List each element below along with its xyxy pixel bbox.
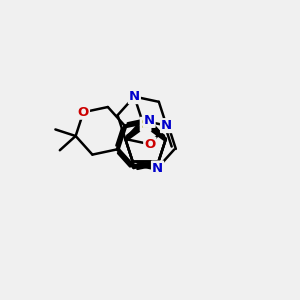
Text: O: O: [144, 138, 155, 151]
Text: N: N: [161, 119, 172, 132]
Text: N: N: [129, 90, 140, 103]
Text: N: N: [143, 114, 155, 127]
Text: O: O: [78, 106, 89, 119]
Text: N: N: [152, 161, 163, 175]
Text: S: S: [141, 118, 150, 131]
